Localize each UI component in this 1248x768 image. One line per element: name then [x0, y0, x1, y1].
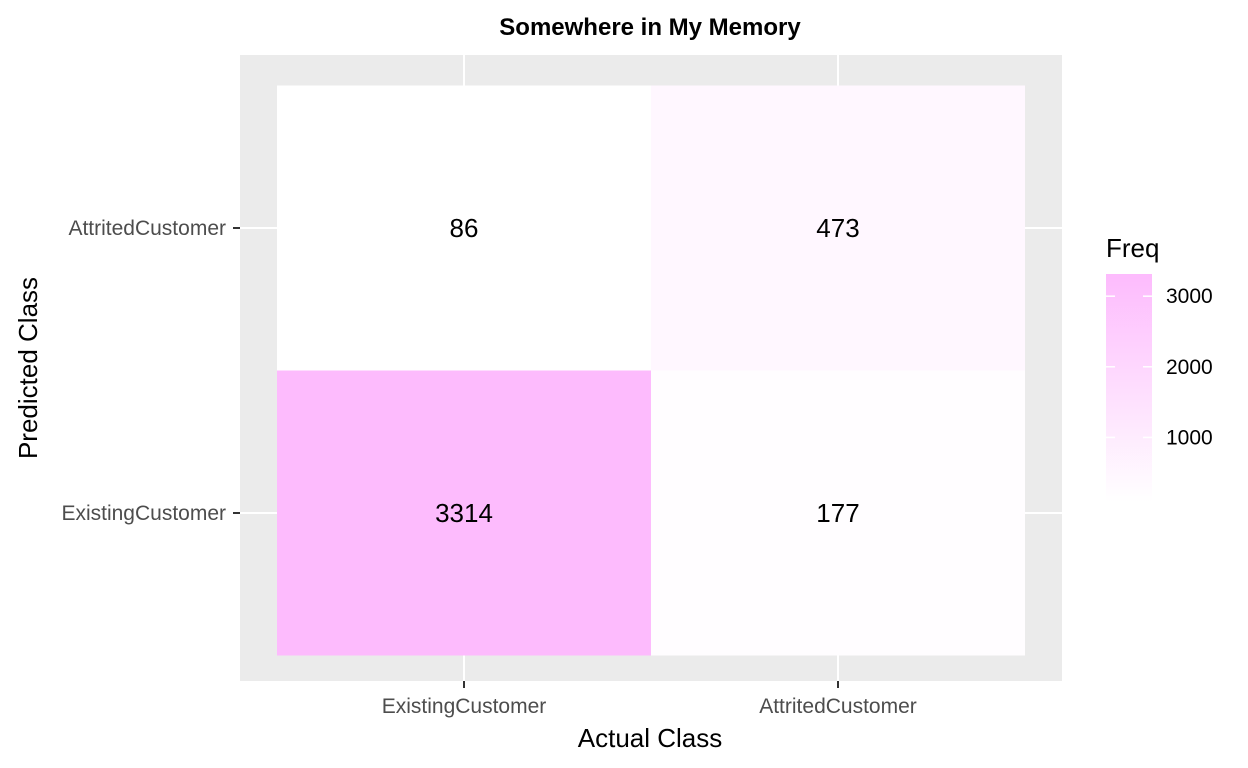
- cell-value-label-0: 3314: [435, 498, 493, 528]
- legend-tick-label-0: 1000: [1166, 426, 1213, 449]
- x-tick-label-1: AttritedCustomer: [759, 695, 917, 718]
- y-axis-title: Predicted Class: [13, 277, 43, 459]
- heatmap-cell-3: [651, 85, 1025, 371]
- legend-colorbar: [1106, 274, 1152, 502]
- cell-labels: 3314 177 86 473: [435, 213, 860, 528]
- cell-value-label-2: 86: [450, 213, 479, 243]
- heatmap-cell-1: [651, 370, 1025, 656]
- x-tick-label-0: ExistingCustomer: [382, 695, 547, 718]
- y-tick-label-1: AttritedCustomer: [68, 217, 226, 240]
- legend-ticks: 1000 2000 3000: [1106, 285, 1213, 449]
- legend-title: Freq: [1106, 233, 1159, 263]
- y-tick-label-0: ExistingCustomer: [61, 502, 226, 525]
- heatmap-cells: [277, 85, 1025, 656]
- x-axis-title: Actual Class: [578, 723, 723, 753]
- legend-tick-label-1: 2000: [1166, 356, 1213, 379]
- legend-tick-label-2: 3000: [1166, 285, 1213, 308]
- x-axis: ExistingCustomer AttritedCustomer: [382, 681, 917, 718]
- heatmap-cell-2: [277, 85, 651, 371]
- cell-value-label-1: 177: [816, 498, 859, 528]
- cell-value-label-3: 473: [816, 213, 859, 243]
- heatmap-cell-0: [277, 370, 651, 656]
- y-axis: ExistingCustomer AttritedCustomer: [61, 217, 240, 525]
- chart-title: Somewhere in My Memory: [499, 14, 801, 41]
